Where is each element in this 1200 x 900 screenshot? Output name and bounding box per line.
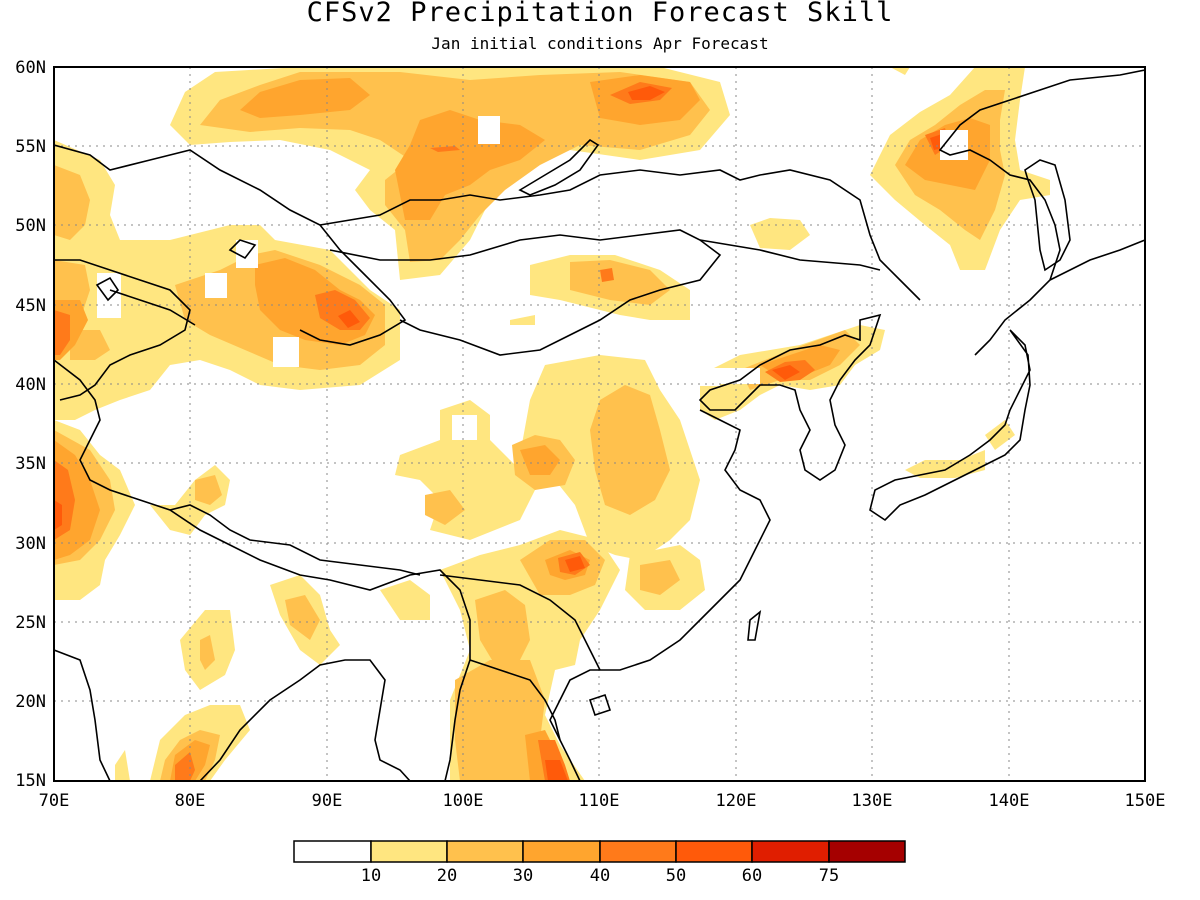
lon-label: 70E bbox=[39, 791, 70, 811]
lat-label: 20N bbox=[15, 692, 46, 712]
coastlines-borders bbox=[54, 69, 1145, 781]
colorbar-label: 20 bbox=[437, 866, 457, 886]
colorbar-swatch bbox=[751, 840, 830, 863]
lon-label: 130E bbox=[852, 791, 893, 811]
lat-label: 55N bbox=[15, 137, 46, 157]
lat-label: 35N bbox=[15, 454, 46, 474]
lat-labels: 15N 20N 25N 30N 35N 40N 45N 50N 55N 60N bbox=[15, 58, 46, 791]
map-title: CFSv2 Precipitation Forecast Skill bbox=[306, 0, 894, 28]
colorbar-label: 30 bbox=[513, 866, 533, 886]
colorbar-swatch bbox=[828, 840, 906, 863]
lon-label: 120E bbox=[716, 791, 757, 811]
lat-label: 50N bbox=[15, 216, 46, 236]
lat-label: 15N bbox=[15, 771, 46, 791]
lon-label: 100E bbox=[443, 791, 484, 811]
colorbar-label: 40 bbox=[590, 866, 610, 886]
colorbar-label: 10 bbox=[361, 866, 381, 886]
colorbar-label: 50 bbox=[666, 866, 686, 886]
skill-field bbox=[54, 67, 1050, 781]
skill-level-10 bbox=[54, 67, 1050, 781]
lat-label: 25N bbox=[15, 613, 46, 633]
colorbar-swatch bbox=[293, 840, 372, 863]
colorbar-label: 75 bbox=[819, 866, 839, 886]
colorbar: 10 20 30 40 50 60 75 bbox=[293, 840, 906, 886]
missing-data-boxes bbox=[97, 116, 968, 440]
map-subtitle: Jan initial conditions Apr Forecast bbox=[431, 34, 769, 53]
lat-label: 60N bbox=[15, 58, 46, 78]
colorbar-swatch bbox=[675, 840, 753, 863]
lon-label: 90E bbox=[312, 791, 343, 811]
map-frame bbox=[53, 66, 1146, 782]
lon-labels: 70E 80E 90E 100E 110E 120E 130E 140E 150… bbox=[39, 791, 1166, 811]
lon-label: 150E bbox=[1125, 791, 1166, 811]
colorbar-swatch bbox=[370, 840, 448, 863]
colorbar-swatch bbox=[599, 840, 677, 863]
lon-label: 110E bbox=[579, 791, 620, 811]
grid-lines bbox=[54, 67, 1145, 781]
lon-label: 80E bbox=[175, 791, 206, 811]
lat-label: 30N bbox=[15, 534, 46, 554]
lon-label: 140E bbox=[989, 791, 1030, 811]
colorbar-swatch bbox=[446, 840, 524, 863]
colorbar-label: 60 bbox=[742, 866, 762, 886]
lat-label: 45N bbox=[15, 296, 46, 316]
lat-label: 40N bbox=[15, 375, 46, 395]
colorbar-swatch bbox=[522, 840, 601, 863]
